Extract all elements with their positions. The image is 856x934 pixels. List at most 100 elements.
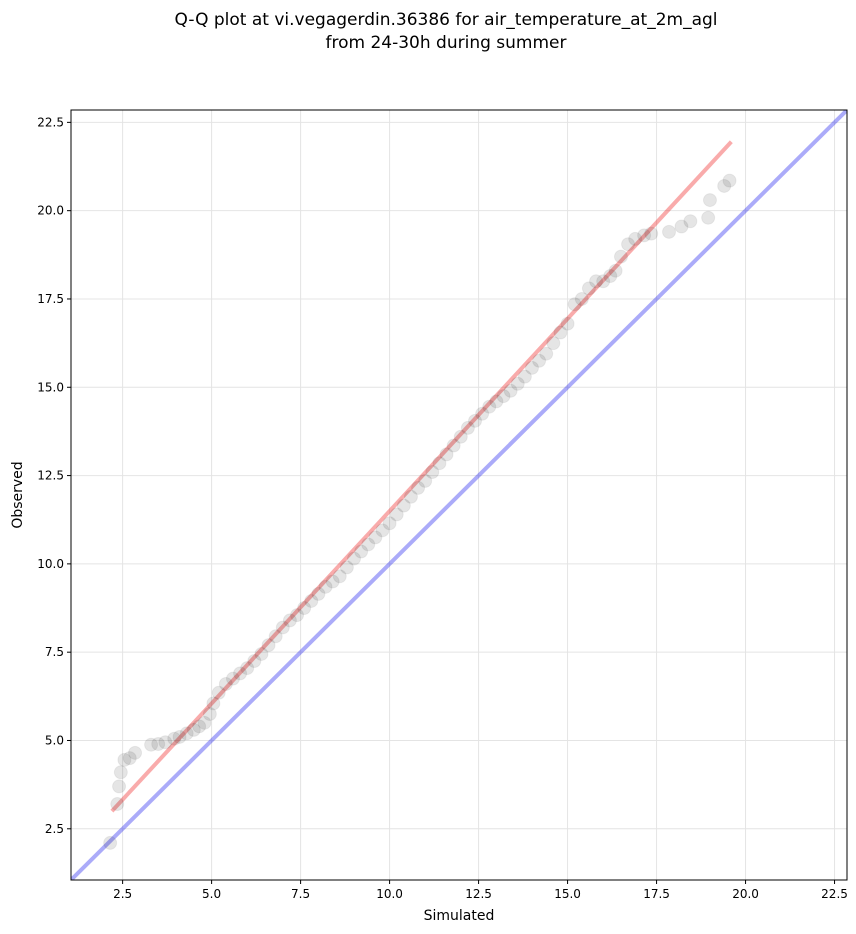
data-point [432, 456, 447, 471]
data-point [297, 601, 312, 616]
data-point [225, 671, 240, 686]
data-point [482, 399, 497, 414]
y-tick-label: 17.5 [37, 292, 64, 306]
x-tick-label: 5.0 [202, 887, 221, 901]
data-point [596, 274, 611, 289]
data-point [425, 465, 440, 480]
data-point [318, 579, 333, 594]
x-tick-label: 15.0 [554, 887, 581, 901]
data-point [510, 376, 525, 391]
data-point [524, 360, 539, 375]
data-point [117, 752, 132, 767]
data-point [382, 516, 397, 531]
data-point [396, 498, 411, 513]
data-point [475, 406, 490, 421]
data-point [460, 420, 475, 435]
data-point [172, 729, 187, 744]
data-point [275, 620, 290, 635]
data-point [202, 706, 217, 721]
data-point [254, 646, 269, 661]
data-point [113, 765, 128, 780]
data-point [539, 346, 554, 361]
y-tick-label: 15.0 [37, 380, 64, 394]
data-point [144, 737, 159, 752]
data-point [546, 336, 561, 351]
x-tick-label: 2.5 [113, 887, 132, 901]
data-point [403, 489, 418, 504]
data-point [589, 274, 604, 289]
y-tick-label: 10.0 [37, 557, 64, 571]
data-point [186, 722, 201, 737]
fit-line [110, 140, 733, 813]
data-point [332, 569, 347, 584]
data-point [240, 661, 255, 676]
data-point [167, 731, 182, 746]
y-tick-label: 12.5 [37, 469, 64, 483]
data-point [311, 586, 326, 601]
data-point [103, 835, 118, 850]
data-point [503, 383, 518, 398]
data-point [112, 779, 127, 794]
identity-line [71, 110, 847, 880]
data-point [339, 560, 354, 575]
data-point [122, 751, 137, 766]
data-point [717, 178, 732, 193]
data-point [361, 537, 376, 552]
data-point [613, 249, 628, 264]
data-point [496, 389, 511, 404]
data-point [304, 593, 319, 608]
data-point [553, 325, 568, 340]
data-point [233, 666, 248, 681]
data-point [282, 613, 297, 628]
x-tick-label: 10.0 [376, 887, 403, 901]
data-point [218, 676, 233, 691]
data-point [674, 219, 689, 234]
data-point [375, 523, 390, 538]
data-point [532, 353, 547, 368]
data-point [261, 638, 276, 653]
x-tick-label: 20.0 [732, 887, 759, 901]
data-point [702, 193, 717, 208]
y-tick-label: 22.5 [37, 115, 64, 129]
x-tick-label: 22.5 [821, 887, 848, 901]
x-tick-label: 12.5 [465, 887, 492, 901]
data-point [192, 719, 207, 734]
data-point [179, 726, 194, 741]
y-tick-label: 7.5 [45, 645, 64, 659]
data-point [701, 210, 716, 225]
data-point [567, 297, 582, 312]
data-point [468, 413, 483, 428]
data-point [268, 629, 283, 644]
data-point [346, 551, 361, 566]
x-axis-label: Simulated [424, 908, 495, 924]
data-point [581, 281, 596, 296]
x-tick-label: 7.5 [291, 887, 310, 901]
data-point [446, 438, 461, 453]
data-point [354, 544, 369, 559]
data-point [574, 291, 589, 306]
data-point [290, 608, 305, 623]
data-point [722, 173, 737, 188]
data-point [418, 473, 433, 488]
data-point [368, 530, 383, 545]
y-tick-label: 2.5 [45, 822, 64, 836]
grid-lines [71, 110, 847, 880]
data-point [560, 316, 575, 331]
data-point [411, 480, 426, 495]
data-point [325, 574, 340, 589]
data-point [608, 263, 623, 278]
data-point [197, 715, 212, 730]
data-point [517, 369, 532, 384]
data-point [644, 226, 659, 241]
data-point [247, 654, 262, 669]
y-axis-label: Observed [10, 461, 26, 528]
data-point [683, 214, 698, 229]
data-point [439, 447, 454, 462]
data-point [453, 429, 468, 444]
data-point [211, 685, 226, 700]
data-point [128, 745, 143, 760]
chart-title-line-2: from 24-30h during summer [326, 33, 567, 53]
x-tick-label: 17.5 [643, 887, 670, 901]
chart-title-line-1: Q-Q plot at vi.vegagerdin.36386 for air_… [174, 10, 717, 30]
